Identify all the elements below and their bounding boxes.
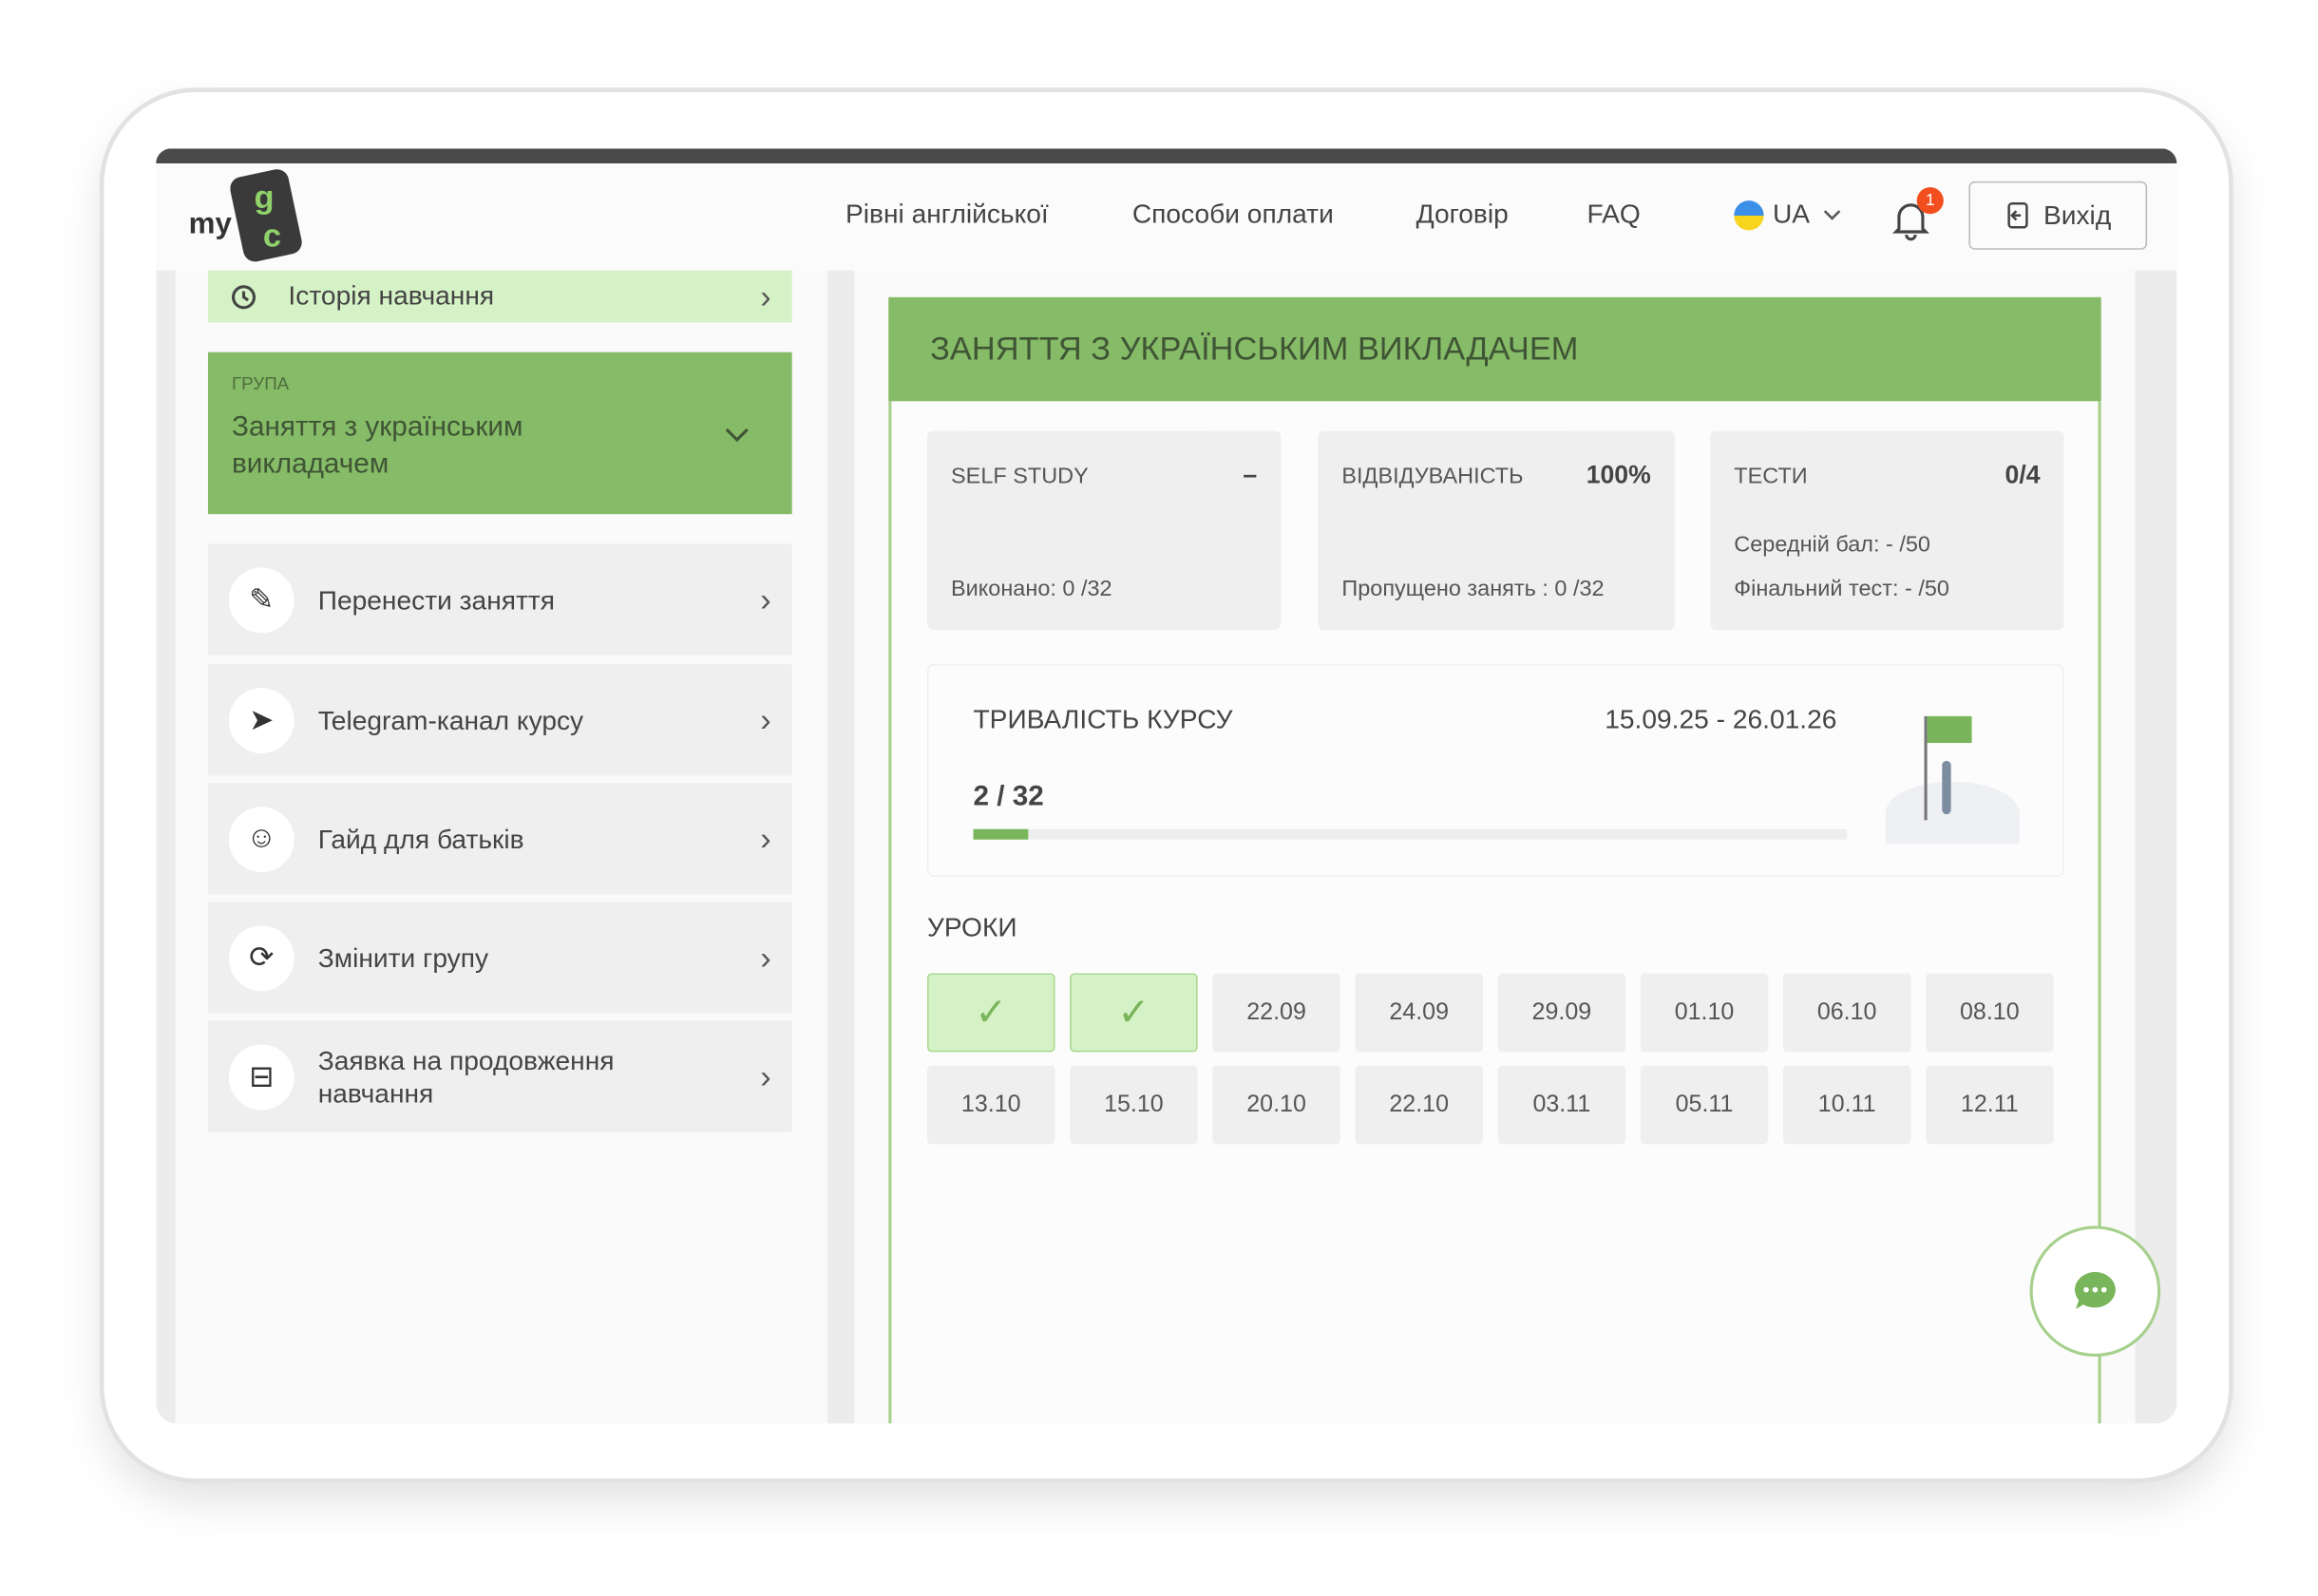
chevron-down-icon xyxy=(1823,209,1841,219)
duration-card: ТРИВАЛІСТЬ КУРСУ 15.09.25 - 26.01.26 2 /… xyxy=(926,664,2064,877)
nav-english-levels[interactable]: Рівні англійської xyxy=(845,199,1049,229)
chevron-right-icon: › xyxy=(760,1056,771,1094)
course-title: ЗАНЯТТЯ З УКРАЇНСЬКИМ ВИКЛАДАЧЕМ xyxy=(930,330,1579,368)
bell-icon xyxy=(1892,203,1929,241)
edit-icon: ✎ xyxy=(228,566,294,633)
check-icon: ✓ xyxy=(1117,989,1150,1035)
chat-button[interactable] xyxy=(2029,1226,2161,1358)
logo-mark: g c xyxy=(230,169,302,262)
sidebar-item-label: Гайд для батьків xyxy=(317,824,524,854)
lesson-completed[interactable]: ✓ xyxy=(1070,973,1198,1053)
notifications-button[interactable]: 1 xyxy=(1891,187,1944,243)
nav-contract[interactable]: Договір xyxy=(1416,199,1509,229)
lesson-cell[interactable]: 13.10 xyxy=(926,1065,1055,1145)
sidebar-item-refresh[interactable]: ⟳ Змінити групу › xyxy=(207,902,792,1014)
sidebar-item-telegram[interactable]: ➤ Telegram-канал курсу › xyxy=(207,664,792,776)
top-bar xyxy=(156,148,2177,164)
column-divider xyxy=(827,270,855,1424)
chevron-down-icon xyxy=(725,428,749,443)
sidebar-item-label: Перенести заняття xyxy=(317,584,556,615)
lesson-cell[interactable]: 15.10 xyxy=(1070,1065,1198,1145)
chevron-right-icon: › xyxy=(760,276,771,314)
language-select[interactable]: UA xyxy=(1734,200,1842,231)
sidebar-item-label: Змінити групу xyxy=(317,942,489,973)
refresh-icon: ⟳ xyxy=(228,924,294,991)
svg-text:g: g xyxy=(254,180,274,216)
tests-card: ТЕСТИ 0/4 Середній бал: - /50 Фінальний … xyxy=(1710,430,2064,631)
people-icon: ☺ xyxy=(228,806,294,872)
logout-icon xyxy=(2007,202,2029,229)
lesson-cell[interactable]: 03.11 xyxy=(1497,1065,1626,1145)
chevron-right-icon: › xyxy=(760,938,771,976)
sidebar-item-edit[interactable]: ✎ Перенести заняття › xyxy=(207,543,792,656)
lesson-cell[interactable]: 06.10 xyxy=(1782,973,1911,1053)
self-study-card: SELF STUDY – Виконано: 0 /32 xyxy=(926,430,1282,631)
left-strip xyxy=(156,270,176,1424)
archive-icon: ⊟ xyxy=(228,1043,294,1110)
course-progress-bar xyxy=(973,828,1848,840)
lesson-cell[interactable]: 29.09 xyxy=(1497,973,1626,1053)
nav-payment-methods[interactable]: Способи оплати xyxy=(1131,199,1334,229)
lesson-cell[interactable]: 10.11 xyxy=(1782,1065,1911,1145)
lessons-title: УРОКИ xyxy=(926,912,1017,942)
sidebar-item-archive[interactable]: ⊟ Заявка на продовження навчання › xyxy=(207,1020,792,1132)
notification-badge: 1 xyxy=(1916,187,1944,215)
lesson-cell[interactable]: 20.10 xyxy=(1212,1065,1340,1145)
chevron-right-icon: › xyxy=(760,700,771,738)
course-progress-fill xyxy=(973,828,1028,840)
lesson-cell[interactable]: 08.10 xyxy=(1926,973,2054,1053)
lesson-cell[interactable]: 01.10 xyxy=(1640,973,1769,1053)
attendance-card: ВІДВІДУВАНІСТЬ 100% Пропущено занять : 0… xyxy=(1318,430,1675,631)
right-strip xyxy=(2135,270,2177,1424)
header: my g c Рівні англійської Способи оплати … xyxy=(156,163,2177,271)
lesson-cell[interactable]: 05.11 xyxy=(1640,1065,1769,1145)
check-icon: ✓ xyxy=(975,989,1008,1035)
lesson-cell[interactable]: 24.09 xyxy=(1355,973,1483,1053)
sidebar-item-people[interactable]: ☺ Гайд для батьків › xyxy=(207,783,792,895)
history-icon xyxy=(231,284,256,309)
chevron-right-icon: › xyxy=(760,580,771,618)
group-selector[interactable]: ГРУПА Заняття з українським викладачем xyxy=(207,352,792,515)
lesson-cell[interactable]: 12.11 xyxy=(1926,1065,2054,1145)
sidebar-item-history[interactable]: Історія навчання › xyxy=(207,270,792,323)
sidebar-item-label: Telegram-канал курсу xyxy=(317,705,584,735)
lesson-cell[interactable]: 22.10 xyxy=(1355,1065,1483,1145)
flag-illustration xyxy=(1880,708,2023,845)
chat-icon xyxy=(2075,1271,2116,1309)
logo[interactable]: my g c xyxy=(189,166,308,264)
lessons-grid: ✓ ✓ 22.09 24.09 29.09 01.10 06.10 08.10 13.10 15.… xyxy=(926,973,2071,1151)
logout-button[interactable]: Вихід xyxy=(1968,180,2148,250)
screen: my g c Рівні англійської Способи оплати … xyxy=(156,148,2177,1424)
nav-faq[interactable]: FAQ xyxy=(1586,199,1641,229)
chevron-right-icon: › xyxy=(760,819,771,857)
ukraine-flag-icon xyxy=(1734,200,1764,230)
course-panel: ЗАНЯТТЯ З УКРАЇНСЬКИМ ВИКЛАДАЧЕМ SELF ST… xyxy=(888,296,2101,1424)
telegram-icon: ➤ xyxy=(228,687,294,753)
lesson-cell[interactable]: 22.09 xyxy=(1212,973,1340,1053)
course-panel-header: ЗАНЯТТЯ З УКРАЇНСЬКИМ ВИКЛАДАЧЕМ xyxy=(888,296,2101,402)
lesson-completed[interactable]: ✓ xyxy=(926,973,1055,1053)
svg-text:c: c xyxy=(263,218,281,255)
sidebar-item-label: Заявка на продовження навчання xyxy=(317,1045,615,1109)
